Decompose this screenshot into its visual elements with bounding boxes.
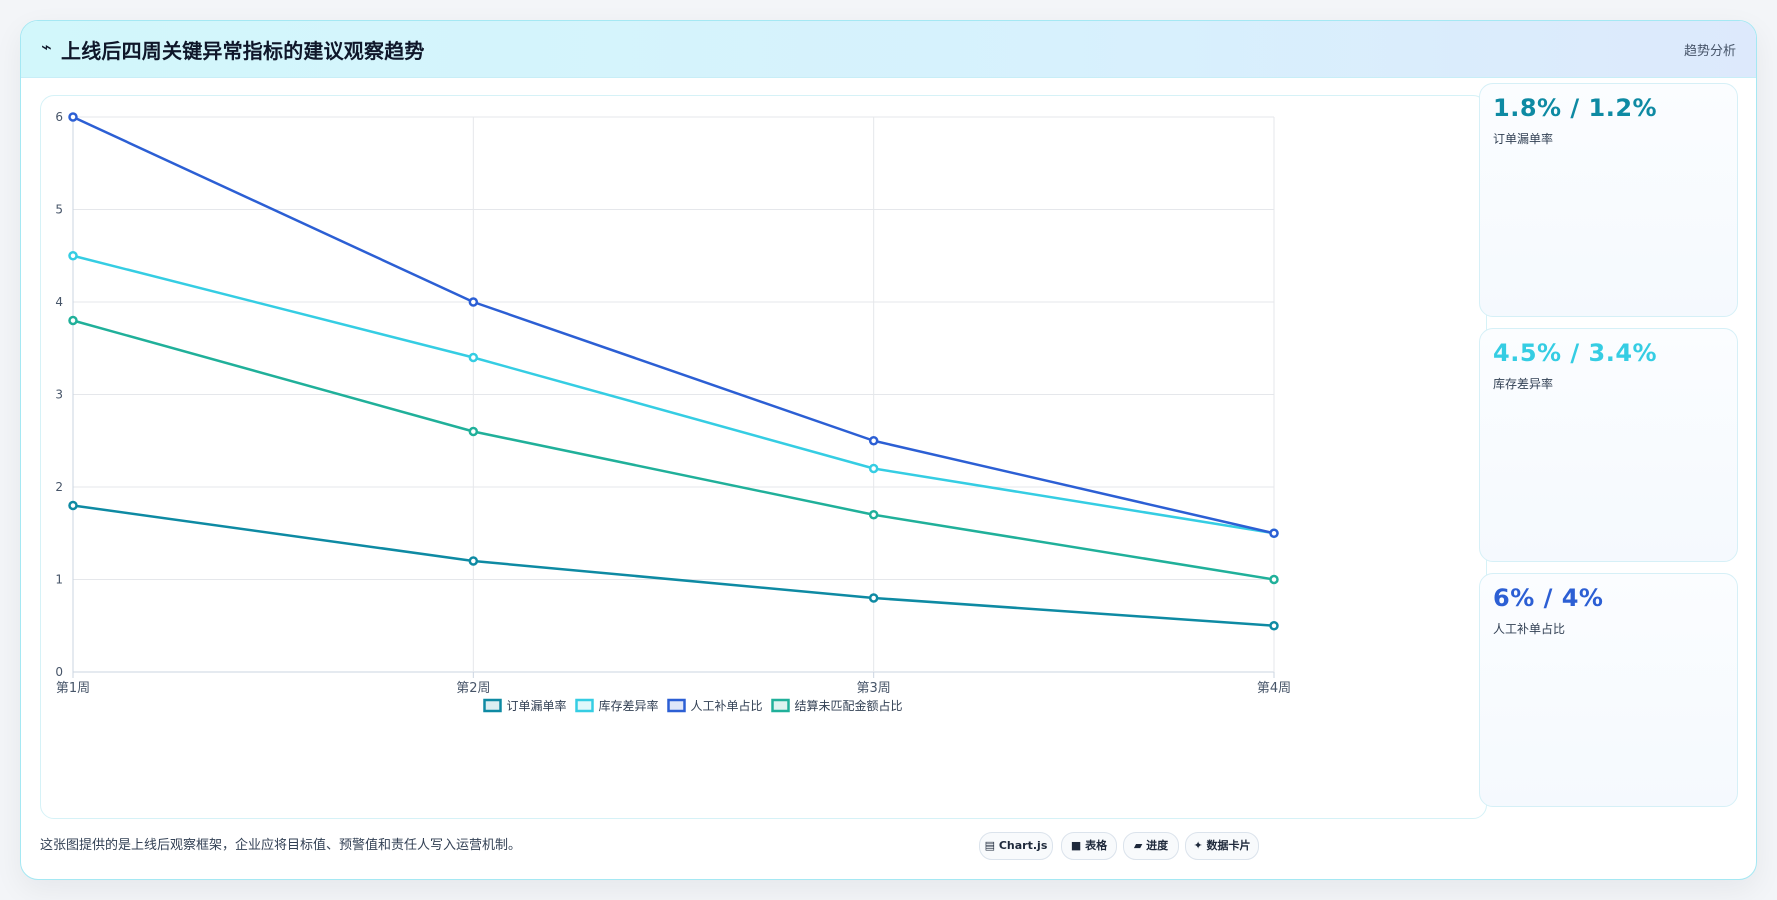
- data-point: [868, 436, 879, 446]
- x-tick-label: 第1周: [56, 681, 90, 696]
- data-point: [468, 297, 479, 307]
- y-tick-label: 4: [55, 295, 63, 309]
- legend-item-label: 结算未匹配金额占比: [795, 698, 903, 713]
- legend-swatch: [483, 698, 502, 713]
- badge-label: 表格: [1085, 839, 1108, 852]
- footer-note: 这张图提供的是上线后观察框架，企业应将目标值、预警值和责任人写入运营机制。: [40, 838, 522, 853]
- data-point: [68, 112, 78, 122]
- page-title: 上线后四周关键异常指标的建议观察趋势: [61, 39, 425, 63]
- chart-card: ⌁ 上线后四周关键异常指标的建议观察趋势 趋势分析 0 1 2 3 4 5 6 第1周 第2周 第…: [20, 20, 1757, 880]
- series-line-2: [72, 115, 1275, 535]
- series-line-3: [72, 319, 1275, 581]
- legend-swatch: [771, 698, 790, 713]
- series-line-1: [72, 254, 1275, 535]
- stat-card-order-miss: 1.8% / 1.2% 订单漏单率: [1479, 83, 1738, 317]
- data-point: [868, 593, 879, 603]
- chart-icon: ▤: [984, 839, 996, 852]
- y-tick-label: 0: [55, 665, 63, 679]
- x-tick-label: 第3周: [857, 681, 891, 696]
- badge-label: Chart.js: [998, 839, 1048, 852]
- table-icon: ■: [1070, 839, 1082, 852]
- data-point: [1269, 621, 1279, 631]
- progress-icon: ▰: [1133, 839, 1143, 852]
- stat-label: 库存差异率: [1493, 377, 1554, 391]
- y-tick-label: 3: [55, 388, 63, 402]
- stat-card-inventory-diff: 4.5% / 3.4% 库存差异率: [1479, 328, 1738, 562]
- y-tick-label: 1: [55, 573, 63, 587]
- data-point: [1269, 528, 1279, 538]
- data-point: [468, 426, 479, 437]
- legend-item-label: 库存差异率: [598, 698, 658, 713]
- badge-table[interactable]: ■ 表格: [1061, 832, 1117, 860]
- stat-card-manual-order: 6% / 4% 人工补单占比: [1479, 573, 1738, 807]
- data-point: [868, 463, 879, 474]
- badge-progress[interactable]: ▰ 进度: [1123, 832, 1179, 860]
- legend-item-label: 订单漏单率: [506, 698, 566, 713]
- y-tick-label: 6: [55, 110, 63, 124]
- stat-label: 订单漏单率: [1493, 132, 1554, 146]
- badge-label: 数据卡片: [1206, 839, 1251, 852]
- x-tick-label: 第2周: [456, 681, 490, 696]
- chart-panel: 0 1 2 3 4 5 6 第1周 第2周 第3周 第4周订单漏单率 库存差异率 人工补单占比 结算未匹配…: [40, 95, 1487, 819]
- data-point: [68, 251, 78, 261]
- data-point: [68, 315, 78, 326]
- card-header: ⌁ 上线后四周关键异常指标的建议观察趋势 趋势分析: [21, 21, 1756, 78]
- stat-label: 人工补单占比: [1493, 622, 1566, 636]
- card-icon: ✦: [1193, 839, 1203, 852]
- data-point: [1269, 574, 1279, 585]
- trend-analysis-link[interactable]: 趋势分析: [1683, 44, 1736, 59]
- stat-value: 1.8% / 1.2%: [1493, 94, 1658, 122]
- badge-label: 进度: [1146, 839, 1169, 852]
- y-tick-label: 2: [55, 480, 63, 494]
- legend-swatch: [667, 698, 686, 713]
- legend-item-label: 人工补单占比: [690, 698, 762, 713]
- data-point: [68, 500, 78, 511]
- stat-value: 4.5% / 3.4%: [1493, 339, 1658, 367]
- data-point: [468, 556, 479, 566]
- trend-icon: ⌁: [41, 37, 52, 58]
- y-tick-label: 5: [55, 203, 63, 217]
- data-point: [868, 510, 879, 520]
- badge-chartjs[interactable]: ▤ Chart.js: [979, 832, 1053, 860]
- stat-value: 6% / 4%: [1493, 584, 1604, 612]
- badge-data-card[interactable]: ✦ 数据卡片: [1185, 832, 1259, 860]
- series-line-0: [72, 504, 1275, 627]
- legend-swatch: [575, 698, 594, 713]
- x-tick-label: 第4周: [1257, 681, 1291, 696]
- data-point: [468, 352, 479, 363]
